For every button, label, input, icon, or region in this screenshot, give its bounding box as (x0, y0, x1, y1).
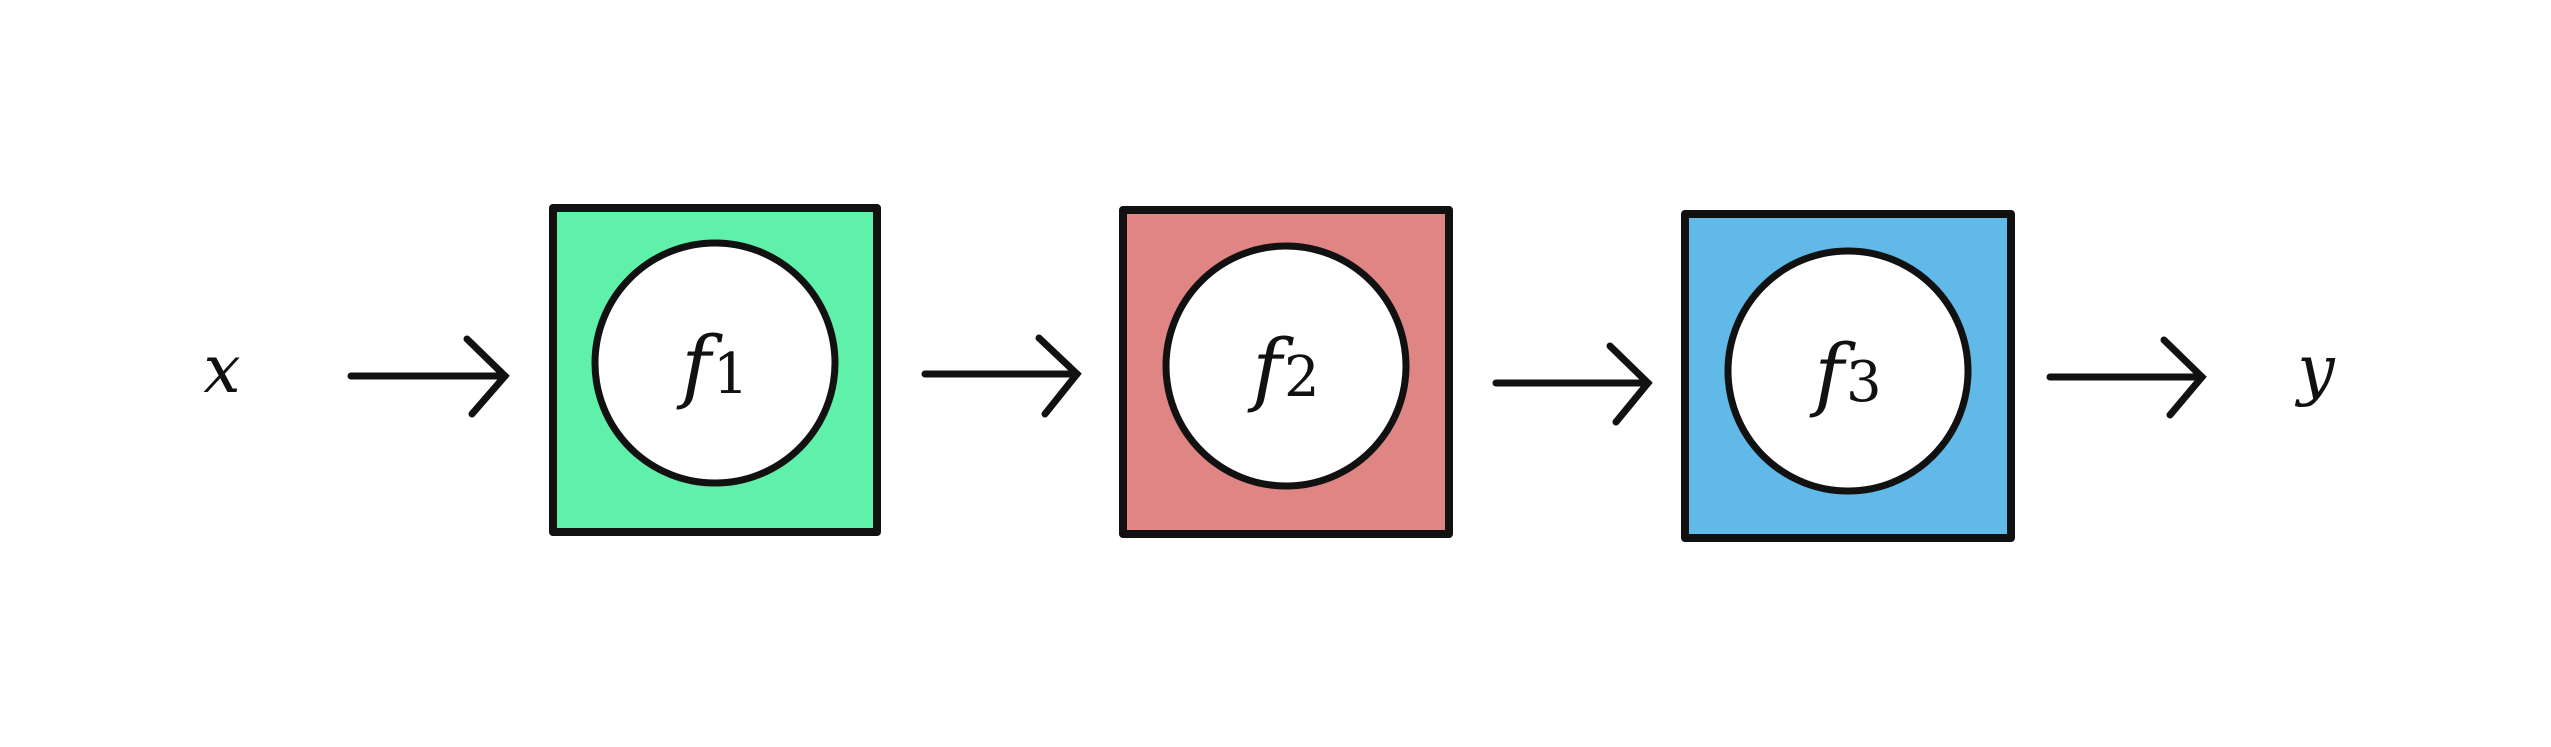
function-block-f3: f3 (1681, 210, 2015, 542)
arrow-f1-to-f2 (921, 334, 1082, 418)
output-label: y (2294, 331, 2335, 408)
arrow-f2-to-f3 (1492, 342, 1653, 426)
block-f1-label: f1 (676, 319, 748, 412)
function-block-f1: f1 (549, 204, 881, 536)
input-label: x (203, 331, 240, 408)
block-f1-circle (591, 239, 839, 487)
arrow-f3-to-output (2046, 336, 2207, 419)
block-f1-subscript: 1 (713, 342, 749, 407)
function-block-f2: f2 (1119, 206, 1453, 538)
block-f2-subscript: 2 (1284, 345, 1320, 410)
block-f2-circle (1162, 242, 1410, 490)
block-f3-circle (1724, 247, 1972, 495)
block-f3-subscript: 3 (1846, 350, 1882, 415)
arrow-input-to-f1 (347, 335, 510, 418)
